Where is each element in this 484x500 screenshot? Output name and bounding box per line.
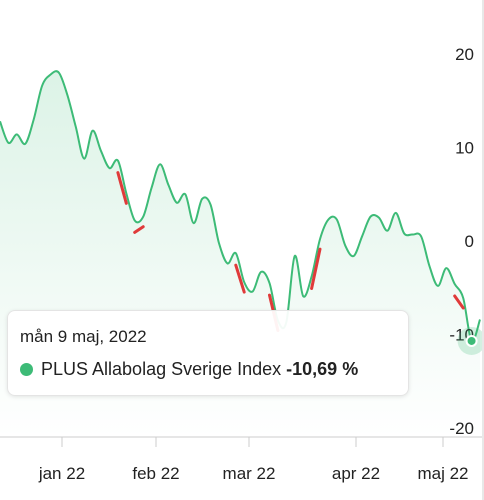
hover-point[interactable]	[465, 334, 478, 347]
data-point-8[interactable]	[64, 92, 70, 98]
data-point-22[interactable]	[182, 191, 188, 197]
event-marker-1	[133, 225, 145, 234]
series-color-dot	[20, 363, 33, 376]
x-tick-label: jan 22	[38, 464, 85, 483]
data-point-5[interactable]	[39, 83, 45, 89]
event-marker-2	[234, 263, 246, 294]
data-point-53[interactable]	[443, 265, 449, 271]
data-point-13[interactable]	[106, 165, 112, 171]
y-tick-label: -20	[449, 419, 474, 438]
event-marker-5	[453, 294, 465, 310]
data-point-54[interactable]	[452, 281, 458, 287]
x-tick-label: feb 22	[132, 464, 179, 483]
data-point-51[interactable]	[426, 263, 432, 269]
series-line	[0, 70, 481, 343]
x-axis: jan 22 feb 22 mar 22 apr 22 maj 22	[38, 437, 469, 483]
data-point-7[interactable]	[56, 70, 62, 76]
data-point-52[interactable]	[435, 283, 441, 289]
y-tick-label: 0	[465, 232, 474, 251]
data-point-14[interactable]	[115, 158, 121, 164]
data-point-48[interactable]	[401, 231, 407, 237]
data-point-17[interactable]	[140, 214, 146, 220]
data-point-0[interactable]	[0, 118, 3, 124]
data-point-42[interactable]	[351, 253, 357, 259]
data-point-45[interactable]	[376, 215, 382, 221]
data-point-46[interactable]	[384, 228, 390, 234]
data-point-23[interactable]	[191, 220, 197, 226]
x-tick-label: apr 22	[332, 464, 380, 483]
event-marker-4	[310, 247, 322, 290]
data-point-36[interactable]	[300, 293, 306, 299]
x-tick-label: maj 22	[417, 464, 468, 483]
tooltip-value: -10,69 %	[286, 359, 359, 379]
data-point-49[interactable]	[410, 231, 416, 237]
data-point-18[interactable]	[149, 185, 155, 191]
data-point-35[interactable]	[292, 253, 298, 259]
data-point-31[interactable]	[258, 269, 264, 275]
data-point-55[interactable]	[460, 295, 466, 301]
data-point-9[interactable]	[73, 124, 79, 130]
data-point-27[interactable]	[224, 260, 230, 266]
data-point-32[interactable]	[266, 280, 272, 286]
y-tick-label: 10	[455, 139, 474, 158]
data-point-16[interactable]	[132, 217, 138, 223]
data-point-12[interactable]	[98, 148, 104, 154]
data-point-10[interactable]	[81, 156, 87, 162]
plot-right-border	[482, 0, 484, 500]
tooltip-series-name: PLUS Allabolag Sverige Index	[41, 359, 282, 379]
data-point-2[interactable]	[14, 131, 20, 137]
data-point-47[interactable]	[393, 210, 399, 216]
data-point-1[interactable]	[5, 140, 11, 146]
data-point-50[interactable]	[418, 233, 424, 239]
hover-marker	[457, 326, 484, 355]
data-point-25[interactable]	[208, 202, 214, 208]
data-point-24[interactable]	[199, 196, 205, 202]
series-line-path	[0, 70, 481, 343]
data-point-30[interactable]	[250, 288, 256, 294]
data-point-40[interactable]	[334, 216, 340, 222]
data-point-41[interactable]	[342, 243, 348, 249]
data-point-39[interactable]	[325, 216, 331, 222]
tooltip-date: mån 9 maj, 2022	[20, 327, 147, 346]
tooltip-row: PLUS Allabolag Sverige Index -10,69 %	[20, 359, 358, 380]
data-point-28[interactable]	[233, 250, 239, 256]
data-point-20[interactable]	[165, 182, 171, 188]
data-point-38[interactable]	[317, 236, 323, 242]
x-tick-label: mar 22	[223, 464, 276, 483]
data-point-26[interactable]	[216, 240, 222, 246]
data-point-21[interactable]	[174, 200, 180, 206]
data-point-44[interactable]	[368, 214, 374, 220]
event-marker-0	[116, 171, 128, 205]
data-point-11[interactable]	[90, 128, 96, 134]
chart-tooltip: mån 9 maj, 2022 PLUS Allabolag Sverige I…	[7, 310, 409, 396]
y-tick-label: 20	[455, 45, 474, 64]
data-point-6[interactable]	[48, 72, 54, 78]
data-point-19[interactable]	[157, 161, 163, 167]
data-point-4[interactable]	[31, 116, 37, 122]
data-point-43[interactable]	[359, 233, 365, 239]
data-point-3[interactable]	[22, 141, 28, 147]
